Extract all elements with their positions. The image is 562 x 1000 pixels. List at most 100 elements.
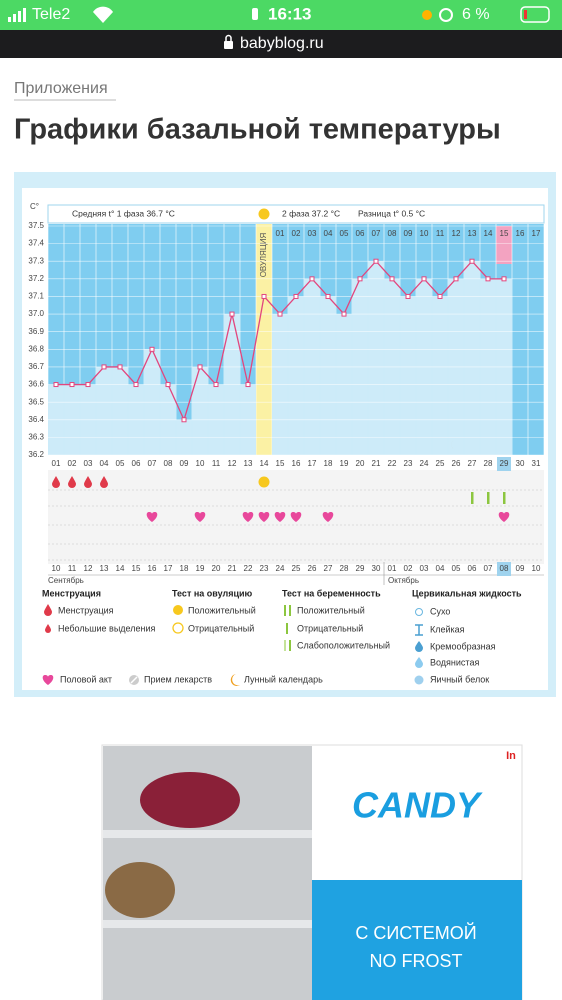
x-tick-label: 11 (212, 459, 221, 468)
legend-item: Клейкая (430, 624, 465, 634)
month-label: Октябрь (388, 576, 419, 585)
url-bar[interactable] (0, 30, 562, 58)
x-tick-label: 24 (420, 459, 429, 468)
legend-title: Цервикальная жидкость (412, 588, 522, 598)
y-tick-label: 37.1 (28, 292, 44, 301)
intercourse-heart (322, 512, 334, 522)
date-label: 06 (468, 564, 477, 573)
phase1-text: Средняя t° 1 фаза 36.7 °С (72, 208, 175, 218)
legend-item: Яичный белок (430, 674, 489, 684)
date-label: 24 (276, 564, 285, 573)
url[interactable]: babyblog.ru (240, 35, 324, 52)
temperature-point (485, 276, 491, 282)
y-tick-label: 36.8 (28, 344, 44, 353)
date-label: 03 (420, 564, 429, 573)
post-ovulation-day: 08 (388, 229, 397, 238)
temperature-point (501, 276, 507, 282)
date-label: 01 (388, 564, 397, 573)
x-tick-label: 01 (52, 459, 61, 468)
battery-icon (520, 6, 550, 23)
signal-icon (8, 8, 26, 22)
post-ovulation-day: 10 (420, 229, 429, 238)
temperature-point (309, 276, 315, 282)
legend-item: Половой акт (60, 674, 112, 684)
battery-level (524, 10, 527, 19)
menstruation-drop (68, 476, 76, 488)
temperature-point (165, 382, 171, 388)
date-label: 14 (116, 564, 125, 573)
pregnancy-test (471, 492, 474, 504)
temperature-point (149, 346, 155, 352)
post-ovulation-day: 14 (484, 229, 493, 238)
plot: ОВУЛЯЦИЯ 37.5 37.4 37.3 37.2 37.1 37.0 36.9 36.8… (28, 208, 545, 576)
legend-icon (415, 641, 423, 652)
legend-icon (172, 622, 184, 634)
unit-label: С° (30, 202, 39, 211)
y-tick-label: 37.3 (28, 256, 44, 265)
y-tick-label: 36.3 (28, 432, 44, 441)
month-label: Сентябрь (48, 576, 84, 585)
legend-icon (130, 676, 138, 684)
x-tick-label: 30 (516, 459, 525, 468)
ad-badge[interactable]: In (506, 750, 516, 762)
ad-blue-panel (312, 880, 522, 1000)
temperature-point (245, 382, 251, 388)
legend: Менструация Менструация Небольшие выделе… (42, 588, 522, 686)
carrier: Tele2 (32, 6, 70, 23)
temperature-bar (288, 296, 304, 455)
lock-shackle (225, 34, 232, 41)
x-tick-label: 15 (276, 459, 285, 468)
x-tick-label: 26 (452, 459, 461, 468)
y-tick-label: 36.4 (28, 415, 44, 424)
temperature-point (469, 258, 475, 264)
legend-item: Менструация (58, 605, 114, 615)
date-label: 08 (500, 564, 509, 573)
category-link[interactable]: Приложения (14, 80, 108, 97)
legend-icon (230, 674, 240, 686)
x-tick-label: 25 (436, 459, 445, 468)
legend-item: Кремообразная (430, 641, 496, 651)
alarm-icon (439, 8, 453, 22)
date-label: 10 (52, 564, 61, 573)
ovulation-label: ОВУЛЯЦИЯ (259, 232, 268, 277)
temperature-point (53, 382, 59, 388)
call-icon (252, 8, 258, 20)
date-label: 05 (452, 564, 461, 573)
temperature-point (261, 293, 267, 299)
temperature-point (389, 276, 395, 282)
temperature-bar (112, 366, 128, 455)
date-label: 11 (68, 564, 77, 573)
ad-food (105, 862, 175, 918)
ad-slogan: NO FROST (370, 951, 463, 971)
x-tick-label: 31 (532, 459, 541, 468)
x-tick-label: 17 (308, 459, 317, 468)
lock-icon (224, 41, 233, 49)
date-label: 28 (340, 564, 349, 573)
legend-icon (42, 675, 54, 685)
temperature-bar (432, 296, 448, 455)
date-label: 02 (404, 564, 413, 573)
x-tick-label: 09 (180, 459, 189, 468)
legend-icon (44, 604, 52, 616)
legend-icon (284, 640, 286, 651)
temperature-point (357, 276, 363, 282)
post-ovulation-day: 03 (308, 229, 317, 238)
moon-mode-icon (422, 10, 432, 20)
x-tick-label: 13 (244, 459, 253, 468)
date-label: 21 (228, 564, 237, 573)
legend-title: Менструация (42, 588, 101, 598)
date-label: 29 (356, 564, 365, 573)
x-tick-label: 02 (68, 459, 77, 468)
x-tick-label: 19 (340, 459, 349, 468)
x-tick-label: 14 (260, 459, 269, 468)
legend-title: Тест на беременность (282, 588, 381, 598)
x-tick-label: 29 (500, 459, 509, 468)
x-tick-label: 20 (356, 459, 365, 468)
temperature-bar (400, 296, 416, 455)
x-tick-label: 27 (468, 459, 477, 468)
temperature-bar (368, 261, 384, 455)
post-ovulation-day: 17 (532, 229, 541, 238)
pregnancy-test (503, 492, 506, 504)
